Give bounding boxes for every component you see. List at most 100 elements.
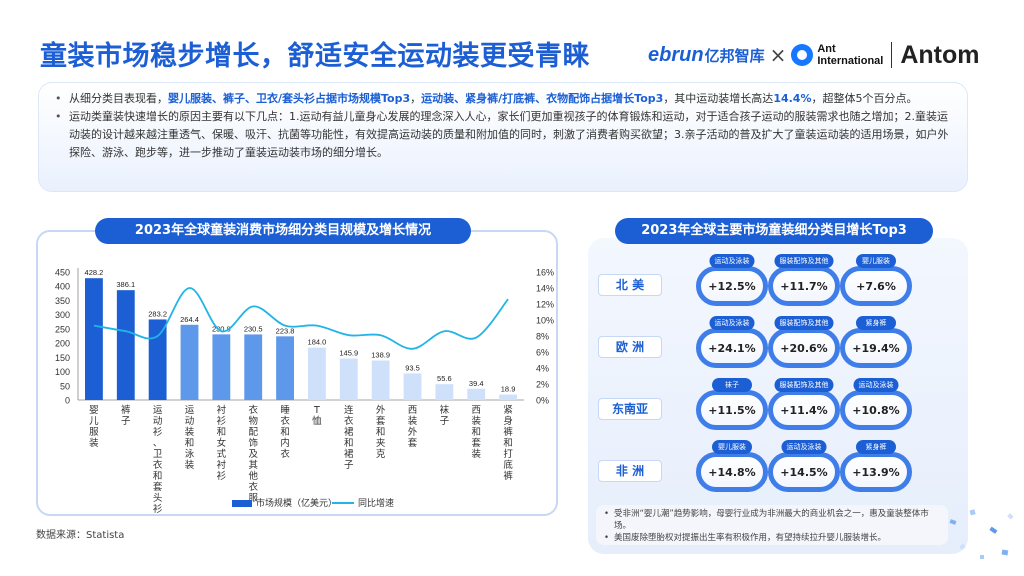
x-tick-label-char: 衬 xyxy=(217,459,227,471)
bar xyxy=(435,384,454,400)
x-tick-label-char: 和 xyxy=(153,471,163,482)
x-tick-label-char: 和 xyxy=(280,427,290,438)
x-tick-label-char: 和 xyxy=(376,427,386,438)
growth-value: +14.8% xyxy=(696,452,768,492)
y-right-tick-label: 8% xyxy=(536,332,549,342)
x-tick-label-char: 衣 xyxy=(248,404,258,416)
x-tick-label-char: 和 xyxy=(217,427,227,438)
x-tick-label-char: 婴 xyxy=(89,405,99,416)
y-right-tick-label: 4% xyxy=(536,364,549,374)
x-tick-label-char: 衫 xyxy=(217,416,227,427)
category-tag: 服装配饰及其他 xyxy=(774,254,834,268)
x-tick-label-char: 套 xyxy=(471,437,481,449)
growth-cell: +7.6% 婴儿服装 xyxy=(834,254,918,306)
note-item: 受非洲“婴儿潮”趋势影响，母婴行业成为非洲最大的商业机会之一，惠及童装整体市场。 xyxy=(604,508,940,532)
growth-cell: +13.9% 紧身裤 xyxy=(834,440,918,492)
x-tick-label-char: 衣 xyxy=(280,415,290,427)
growth-value: +11.5% xyxy=(696,390,768,430)
x-tick-label-char: 子 xyxy=(344,460,354,471)
x-tick-label-char: 、 xyxy=(153,438,163,449)
region-label: 欧 洲 xyxy=(598,336,662,358)
y-left-tick-label: 400 xyxy=(55,282,70,292)
x-tick-label-char: 套 xyxy=(408,437,418,449)
x-tick-label-char: 西 xyxy=(408,405,418,416)
x-tick-label-char: 裤 xyxy=(503,426,513,438)
x-tick-label-char: 外 xyxy=(408,426,418,438)
summary-point-2: 运动类童装快速增长的原因主要有以下几点：1.运动有益儿童身心发展的理念深入人心，… xyxy=(55,108,951,162)
x-tick-label-char: 子 xyxy=(440,416,450,427)
region-notes: 受非洲“婴儿潮”趋势影响，母婴行业成为非洲最大的商业机会之一，惠及童装整体市场。… xyxy=(596,505,948,545)
bar xyxy=(244,334,263,400)
x-tick-label-char: 女 xyxy=(217,437,227,449)
page-title: 童装市场稳步增长，舒适安全运动装更受青睐 xyxy=(40,41,590,72)
region-growth-title: 2023年全球主要市场童装细分类目增长Top3 xyxy=(615,218,933,244)
growth-value: +14.5% xyxy=(768,452,840,492)
category-tag: 服装配饰及其他 xyxy=(774,378,834,392)
x-tick-label-char: 动 xyxy=(153,416,163,427)
bar-value-label: 145.9 xyxy=(339,348,358,357)
region-label: 东南亚 xyxy=(598,398,662,420)
category-tag: 服装配饰及其他 xyxy=(774,316,834,330)
bar-value-label: 93.5 xyxy=(405,363,420,372)
bar xyxy=(308,347,326,400)
y-left-tick-label: 350 xyxy=(55,296,70,306)
x-tick-label-char: 克 xyxy=(376,449,386,460)
x-tick-label-char: 内 xyxy=(280,437,290,449)
region-label: 非 洲 xyxy=(598,460,662,482)
legend-bar-swatch xyxy=(232,500,252,507)
region-label: 北 美 xyxy=(598,274,662,296)
bar xyxy=(371,360,390,400)
y-left-tick-label: 50 xyxy=(60,381,70,391)
y-right-tick-label: 2% xyxy=(536,380,549,390)
x-tick-label-char: 衬 xyxy=(217,404,227,416)
y-left-tick-label: 250 xyxy=(55,324,70,334)
growth-cell: +14.8% 婴儿服装 xyxy=(690,440,774,492)
category-tag: 运动及泳装 xyxy=(781,440,827,454)
category-tag: 婴儿服装 xyxy=(856,254,896,268)
x-tick-label-char: 卫 xyxy=(153,449,163,460)
growth-cell: +14.5% 运动及泳装 xyxy=(762,440,846,492)
summary-box: 从细分类目表现看，婴儿服装、裤子、卫衣/套头衫占据市场规模Top3，运动装、紧身… xyxy=(38,82,968,192)
x-tick-label-char: 衣 xyxy=(280,448,290,460)
growth-value: +7.6% xyxy=(840,266,912,306)
x-tick-label-char: 及 xyxy=(248,449,258,460)
ant-international-icon xyxy=(791,44,814,66)
x-tick-label-char: 服 xyxy=(248,493,258,504)
summary-point-1: 从细分类目表现看，婴儿服装、裤子、卫衣/套头衫占据市场规模Top3，运动装、紧身… xyxy=(55,90,951,108)
x-tick-label-char: 子 xyxy=(121,416,131,427)
x-tick-label-char: 衫 xyxy=(153,504,163,515)
x-tick-label-char: 他 xyxy=(248,470,258,482)
category-chart-title: 2023年全球童装消费市场细分类目规模及增长情况 xyxy=(95,218,471,244)
y-right-tick-label: 0% xyxy=(536,396,549,406)
x-tick-label-char: 衫 xyxy=(153,427,163,438)
x-tick-label-char: 儿 xyxy=(89,416,99,427)
x-tick-label-char: 和 xyxy=(503,438,513,449)
x-tick-label-char: 裤 xyxy=(503,470,513,482)
bar-value-label: 386.1 xyxy=(116,280,135,289)
x-tick-label-char: 装 xyxy=(408,415,418,427)
bar-value-label: 283.2 xyxy=(148,309,167,318)
logo-separator-x: × xyxy=(769,43,787,67)
x-tick-label-char: 其 xyxy=(248,460,258,471)
bar xyxy=(148,319,167,400)
x-tick-label-char: 和 xyxy=(471,427,481,438)
x-tick-label-char: 夹 xyxy=(376,437,386,449)
growth-cell: +11.4% 服装配饰及其他 xyxy=(762,378,846,430)
bar-value-label: 184.0 xyxy=(308,338,327,347)
category-tag: 婴儿服装 xyxy=(712,440,752,454)
ebrun-logo-cn: 亿邦智库 xyxy=(704,46,765,65)
y-right-tick-label: 16% xyxy=(536,268,554,278)
y-right-tick-label: 12% xyxy=(536,300,554,310)
bar xyxy=(499,394,517,400)
x-tick-label-char: 动 xyxy=(185,416,195,427)
growth-value: +12.5% xyxy=(696,266,768,306)
category-bar-line-chart: 0 50 100 150 200 250 300 350 400 450 0% 2% 4% 6% 8% 10%… xyxy=(55,268,554,516)
x-tick-label-char: 睡 xyxy=(280,404,290,416)
category-tag: 运动及泳装 xyxy=(853,378,899,392)
bar xyxy=(180,324,199,400)
x-tick-label-char: 打 xyxy=(503,448,513,460)
x-tick-label-char: 衣 xyxy=(248,481,258,493)
category-tag: 紧身裤 xyxy=(856,316,896,330)
y-right-tick-label: 10% xyxy=(536,316,554,326)
y-right-tick-label: 14% xyxy=(536,284,554,294)
